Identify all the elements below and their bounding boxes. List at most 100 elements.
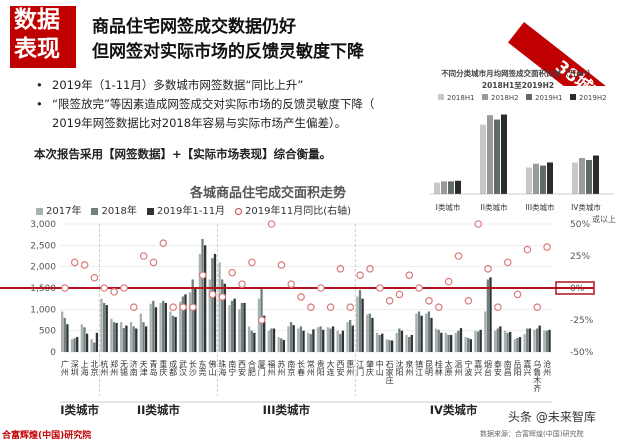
- bar: [341, 330, 345, 352]
- category-label: 宁波: [464, 359, 473, 377]
- bar: [430, 317, 433, 352]
- mini-legend-label: 2018H1: [447, 94, 475, 102]
- bar: [486, 279, 490, 352]
- yoy-dot: [90, 273, 99, 282]
- bar: [459, 328, 463, 352]
- category-label: 深圳: [70, 360, 79, 377]
- bar: [297, 328, 300, 352]
- bar: [213, 253, 217, 352]
- bar: [93, 342, 96, 352]
- bar: [395, 332, 398, 352]
- bar: [267, 330, 270, 352]
- bar: [299, 326, 303, 352]
- bar: [454, 332, 457, 352]
- bar: [425, 313, 428, 352]
- bar: [83, 327, 86, 352]
- category-label: 西安: [336, 360, 345, 377]
- bar: [538, 325, 541, 352]
- bar: [457, 330, 460, 352]
- bar: [348, 320, 352, 352]
- legend-swatch: [36, 207, 43, 215]
- bar: [188, 292, 192, 352]
- bar: [129, 322, 133, 352]
- bar: [385, 339, 389, 352]
- bar: [378, 334, 381, 352]
- mini-bar: [579, 158, 585, 194]
- bar: [76, 337, 79, 352]
- yoy-dot: [169, 303, 177, 312]
- yoy-dot: [346, 303, 355, 312]
- category-label: 天津: [139, 360, 148, 377]
- bar: [449, 334, 453, 352]
- bar: [80, 324, 83, 352]
- yoy-dot: [149, 258, 158, 267]
- bar: [191, 279, 194, 352]
- bar: [221, 279, 224, 352]
- bar: [489, 277, 492, 352]
- bar: [316, 327, 320, 352]
- mini-bar: [572, 162, 578, 194]
- category-label: 贵阳: [316, 359, 325, 377]
- yoy-dot: [267, 220, 276, 228]
- category-label: 西安: [238, 360, 247, 377]
- category-label: 无锡: [119, 360, 128, 377]
- bar: [142, 322, 145, 352]
- yoy-dot: [189, 303, 197, 312]
- legend-item: 2017年: [36, 202, 81, 217]
- page-title-line-1: 商品住宅网签成交数据仍好: [92, 17, 296, 37]
- bar: [135, 328, 138, 352]
- legend-item: 2019年1-11月: [146, 202, 225, 217]
- bar: [287, 326, 290, 352]
- y-tick-label: 2,000: [30, 263, 56, 273]
- bar: [100, 298, 103, 352]
- mini-bar: [586, 159, 592, 194]
- bar: [381, 333, 384, 352]
- yoy-dot: [494, 303, 502, 312]
- yoy-dot: [503, 258, 512, 267]
- bar: [513, 339, 516, 352]
- bar: [388, 340, 391, 352]
- yoy-dot: [218, 293, 227, 301]
- yoy-dot: [316, 284, 325, 292]
- mini-category-label: IV类城市: [571, 202, 601, 212]
- bar: [509, 331, 512, 352]
- bar: [346, 322, 349, 352]
- yoy-dot: [375, 284, 384, 292]
- category-label: 泰安: [493, 359, 502, 377]
- legend-label: 2017年: [46, 206, 82, 217]
- group-label: III类城市: [263, 403, 311, 417]
- main-chart: 3,0002,5002,0001,5001,000500050%25%0%-25…: [0, 214, 616, 417]
- category-label: 大连: [326, 359, 335, 377]
- category-label: 乌鲁木齐: [533, 359, 542, 393]
- bar: [390, 340, 394, 352]
- bar: [484, 311, 487, 352]
- yoy-dot: [415, 284, 423, 292]
- bar: [499, 326, 502, 352]
- y2-tick-label: 25%: [570, 252, 590, 262]
- yoy-dot: [120, 284, 128, 292]
- bar: [400, 330, 404, 352]
- legend-label: 2018年: [101, 206, 137, 217]
- category-label: 重庆: [159, 359, 168, 377]
- badge-line-2: 表现: [14, 36, 60, 62]
- mini-chart-title: 不同分类城市月均网签成交面积比对（万m²）: [441, 68, 595, 78]
- mini-category-label: II类城市: [481, 202, 508, 212]
- y-tick-label: 2,500: [30, 241, 56, 251]
- category-label: 镇江: [415, 359, 424, 377]
- yoy-dot: [543, 243, 551, 251]
- section-badge: 数据 表现: [10, 6, 76, 68]
- yoy-dot: [228, 268, 237, 277]
- category-label: 广州: [60, 359, 69, 376]
- bar: [356, 296, 359, 352]
- bar: [307, 332, 310, 352]
- bar: [70, 339, 74, 352]
- bullet-item: 2019年（1-11月）多数城市网签数据“同比上升”: [34, 76, 414, 95]
- bar: [201, 238, 204, 352]
- bar: [181, 296, 185, 352]
- bar: [339, 334, 342, 352]
- bar: [240, 302, 244, 352]
- category-label: 烟台: [484, 360, 493, 377]
- bar: [375, 332, 379, 352]
- yoy-dot: [385, 297, 394, 305]
- yoy-dot: [208, 290, 217, 299]
